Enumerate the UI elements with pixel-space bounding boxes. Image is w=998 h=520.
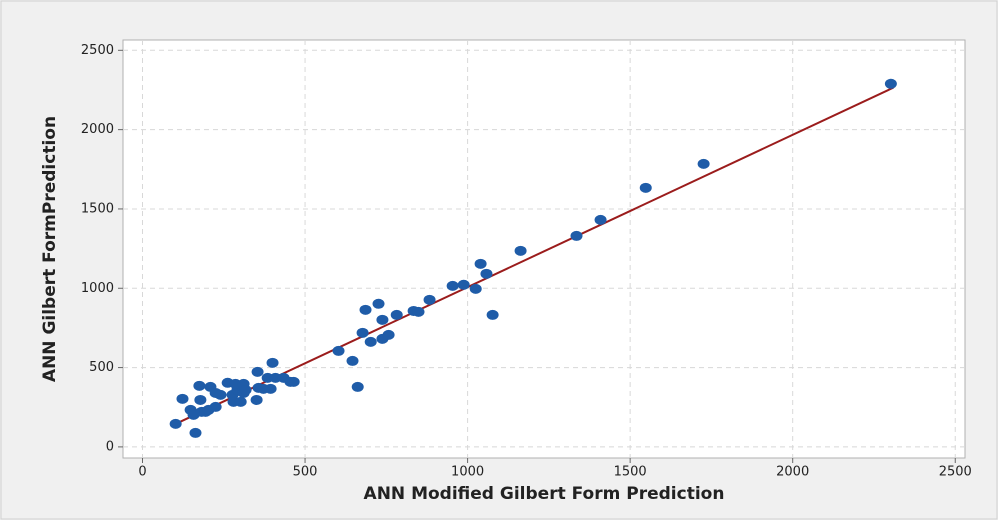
- data-point: [594, 214, 607, 225]
- x-tick-label: 2000: [776, 465, 809, 480]
- data-point: [251, 366, 264, 377]
- y-tick-label: 0: [106, 439, 114, 454]
- y-tick-label: 1500: [81, 201, 114, 216]
- data-point: [469, 283, 482, 294]
- plot-area: [122, 39, 966, 459]
- data-point: [351, 381, 364, 392]
- x-tick-label: 500: [293, 465, 318, 480]
- data-point: [697, 158, 710, 169]
- data-point: [239, 384, 252, 395]
- data-point: [382, 329, 395, 340]
- data-point: [457, 279, 470, 290]
- data-point: [376, 314, 389, 325]
- data-point: [884, 78, 897, 89]
- data-point: [194, 394, 207, 405]
- data-point: [250, 394, 263, 405]
- data-point: [356, 327, 369, 338]
- y-tick-label: 2500: [81, 43, 114, 58]
- data-point: [423, 294, 436, 305]
- data-point: [346, 355, 359, 366]
- data-point: [359, 304, 372, 315]
- data-point: [332, 345, 345, 356]
- data-point: [209, 401, 222, 412]
- data-point: [264, 383, 277, 394]
- y-tick-label: 1000: [81, 281, 114, 296]
- data-point: [514, 245, 527, 256]
- data-point: [446, 280, 459, 291]
- data-point: [480, 268, 493, 279]
- data-point: [364, 336, 377, 347]
- data-point: [287, 376, 300, 387]
- data-point: [390, 309, 403, 320]
- data-point: [266, 357, 279, 368]
- y-tick-label: 500: [89, 360, 114, 375]
- x-axis-label: ANN Modified Gilbert Form Prediction: [364, 484, 725, 504]
- data-point: [169, 418, 182, 429]
- data-point: [234, 396, 247, 407]
- data-point: [193, 380, 206, 391]
- data-point: [570, 230, 583, 241]
- x-tick-label: 0: [138, 465, 146, 480]
- x-tick-label: 1500: [614, 465, 647, 480]
- fit-line: [174, 86, 894, 426]
- data-point: [474, 258, 487, 269]
- x-tick-label: 2500: [939, 465, 972, 480]
- data-point: [486, 309, 499, 320]
- data-point: [214, 389, 227, 400]
- data-point: [412, 306, 425, 317]
- data-point: [372, 298, 385, 309]
- data-point: [189, 427, 202, 438]
- y-tick-label: 2000: [81, 122, 114, 137]
- x-tick-label: 1000: [451, 465, 484, 480]
- y-axis-label: ANN Gilbert FormPrediction: [40, 116, 60, 382]
- data-point: [639, 182, 652, 193]
- data-point: [176, 393, 189, 404]
